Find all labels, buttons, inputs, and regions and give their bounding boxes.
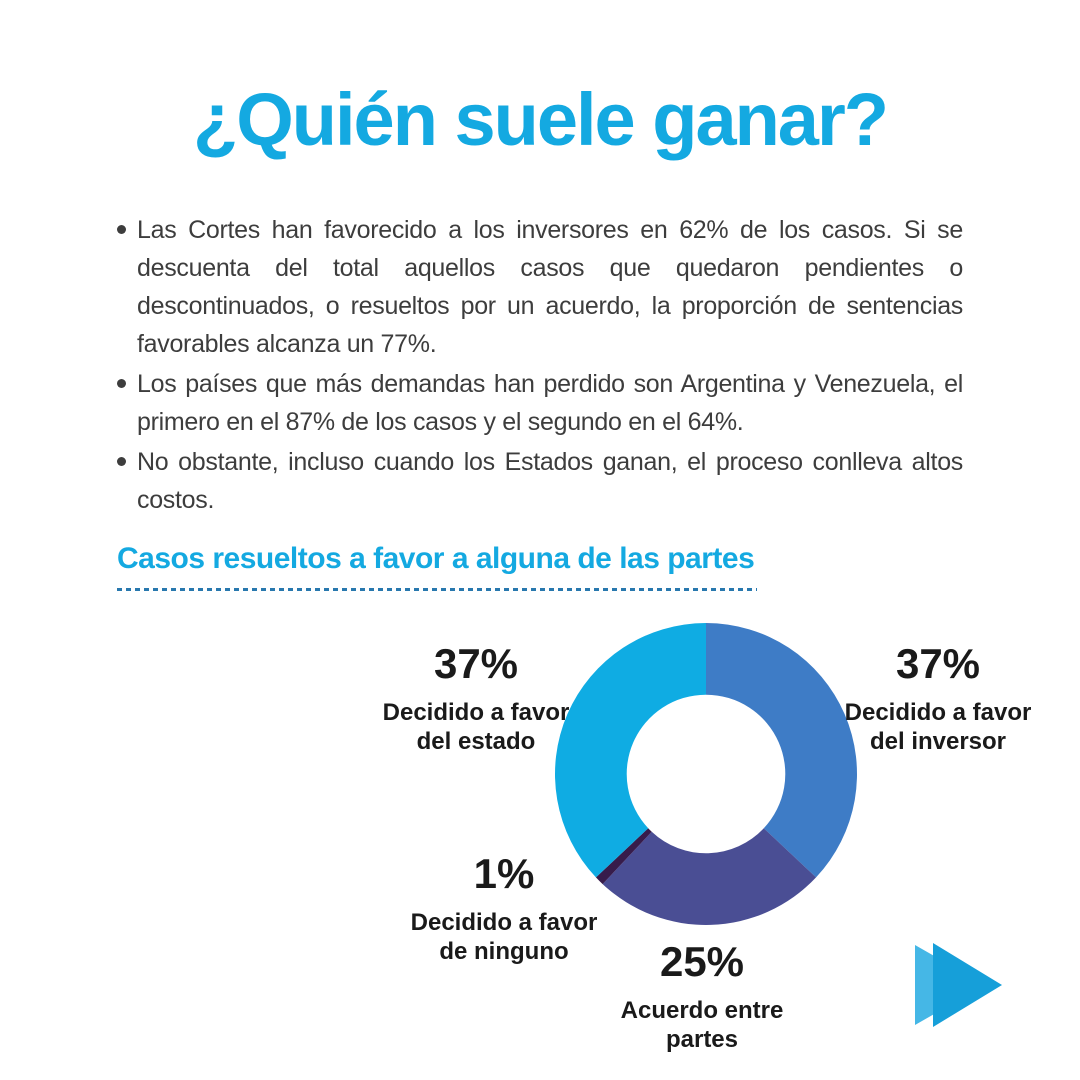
fast-forward-front-triangle (933, 943, 1002, 1027)
segment-name-line: del estado (416, 728, 536, 755)
chart-label-ninguno: 1% Decidido a favor de ninguno (344, 852, 664, 966)
segment-name-line: de ninguno (439, 938, 569, 965)
segment-percent: 1% (473, 850, 535, 897)
bullet-item: Las Cortes han favorecido a los inversor… (117, 211, 963, 363)
chart-label-acuerdo: 25% Acuerdo entre partes (542, 940, 862, 1054)
segment-name-line: Decidido a favor (844, 699, 1032, 726)
segment-name-line: partes (665, 1026, 739, 1053)
donut-segment-estado (555, 623, 706, 878)
donut-segment-ninguno (595, 828, 652, 885)
segment-percent: 37% (895, 640, 981, 687)
bullet-item: Los países que más demandas han perdido … (117, 365, 963, 441)
donut-chart (555, 623, 857, 925)
donut-segment-acuerdo (602, 828, 817, 925)
bullet-item: No obstante, incluso cuando los Estados … (117, 443, 963, 519)
page-title: ¿Quién suele ganar? (193, 78, 889, 161)
donut-segment-inversor (706, 623, 857, 878)
segment-name-line: Acuerdo entre (620, 997, 784, 1024)
bullet-list: Las Cortes han favorecido a los inversor… (117, 211, 963, 521)
chart-label-inversor: 37% Decidido a favor del inversor (778, 642, 1080, 756)
segment-name-line: Decidido a favor (382, 699, 570, 726)
segment-name-line: Decidido a favor (410, 909, 598, 936)
segment-percent: 25% (659, 938, 745, 985)
segment-name-line: del inversor (869, 728, 1007, 755)
chart-label-estado: 37% Decidido a favor del estado (316, 642, 636, 756)
dashed-divider (117, 588, 757, 591)
chart-section-title: Casos resueltos a favor a alguna de las … (117, 542, 755, 575)
segment-percent: 37% (433, 640, 519, 687)
fast-forward-icon[interactable] (905, 935, 1015, 1035)
